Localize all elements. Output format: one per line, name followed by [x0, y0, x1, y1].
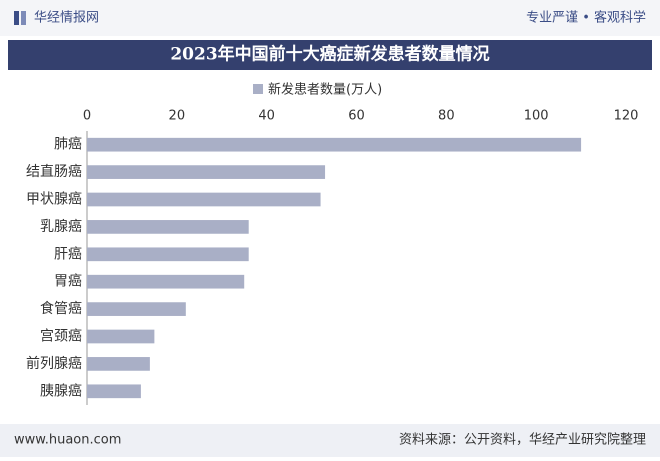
x-tick-label: 120 — [614, 109, 639, 124]
y-tick-label: 食管癌 — [40, 300, 82, 317]
brand: 华经情报网 — [34, 11, 99, 26]
legend-label: 新发患者数量(万人) — [268, 82, 382, 98]
y-tick-label: 肺癌 — [54, 137, 82, 153]
y-tick-label: 前列腺癌 — [26, 355, 82, 372]
logo-mark — [14, 11, 19, 25]
bar — [87, 357, 150, 371]
y-tick-label: 胃癌 — [54, 274, 82, 290]
chart-title: 2023年中国前十大癌症新发患者数量情况 — [170, 44, 489, 65]
y-tick-label: 甲状腺癌 — [26, 192, 82, 208]
bar — [87, 384, 141, 399]
source: 资料来源：公开资料，华经产业研究院整理 — [399, 433, 646, 448]
y-tick-label: 结直肠癌 — [26, 163, 82, 180]
x-tick-label: 60 — [348, 109, 365, 124]
bar — [87, 302, 186, 316]
x-tick-label: 40 — [258, 109, 275, 124]
header-band — [0, 0, 660, 36]
footer-band — [0, 424, 660, 457]
bar — [87, 274, 245, 289]
bar — [87, 329, 155, 344]
y-tick-label: 宫颈癌 — [40, 329, 82, 345]
website: www.huaon.com — [14, 433, 121, 448]
x-tick-label: 0 — [83, 109, 91, 124]
bar — [87, 137, 582, 152]
x-tick-label: 20 — [169, 109, 186, 124]
x-tick-label: 80 — [438, 109, 455, 124]
title-band — [8, 40, 652, 70]
x-tick-label: 100 — [524, 109, 549, 124]
y-tick-label: 胰腺癌 — [40, 383, 82, 399]
bar — [87, 220, 249, 234]
logo-mark — [21, 11, 26, 25]
y-tick-label: 乳腺癌 — [40, 219, 82, 235]
bar — [87, 192, 321, 207]
y-tick-label: 肝癌 — [54, 246, 82, 262]
slogan: 专业严谨 • 客观科学 — [526, 10, 646, 26]
legend-swatch — [253, 84, 263, 94]
bar — [87, 247, 249, 262]
bar — [87, 165, 326, 179]
